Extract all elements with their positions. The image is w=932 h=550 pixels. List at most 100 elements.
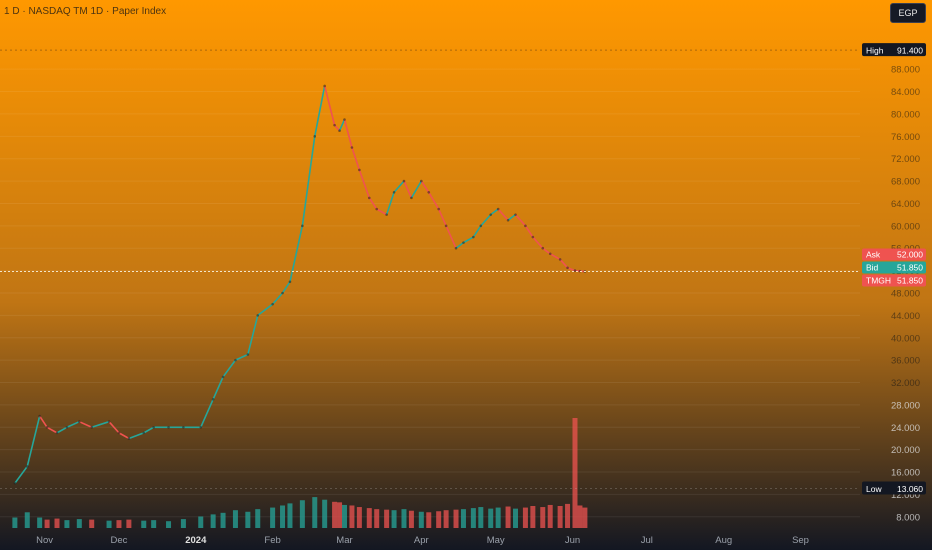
price-segment [463, 236, 474, 244]
high-marker-label: High [866, 46, 884, 56]
volume-bar [513, 508, 519, 528]
price-segment [351, 147, 361, 171]
price-segment [66, 420, 80, 429]
volume-bar [577, 505, 583, 528]
price-point [454, 246, 458, 250]
price-point [271, 302, 274, 306]
volume-bar [341, 504, 347, 528]
low-marker-label: Low [866, 484, 882, 494]
y-tick-label: 64.000 [891, 199, 920, 210]
volume-bar [198, 516, 204, 528]
price-point [167, 425, 170, 429]
y-tick-label: 44.000 [891, 311, 920, 322]
volume-bar [106, 520, 112, 528]
price-point [13, 481, 17, 485]
price-segment [38, 415, 48, 428]
price-point [437, 207, 440, 211]
price-point [78, 420, 81, 423]
volume-bar [126, 519, 132, 528]
x-tick-label: Jul [641, 535, 653, 546]
price-point [541, 246, 545, 250]
price-segment [437, 208, 447, 227]
volume-bar [141, 520, 147, 528]
price-segment [257, 303, 274, 317]
volume-bar [522, 507, 528, 528]
price-point [402, 179, 406, 183]
y-axis: 88.000 84.000 80.000 76.000 72.000 68.000 64.0… [891, 65, 920, 524]
y-tick-label: 8.000 [896, 512, 920, 523]
price-point [566, 266, 569, 270]
price-segment [507, 214, 516, 221]
price-segment [393, 180, 405, 193]
x-tick-label: Apr [414, 535, 429, 546]
price-point [531, 235, 535, 239]
volume-bar [89, 519, 95, 528]
volume-bar [356, 507, 362, 528]
volume-bar [453, 509, 459, 528]
price-segment [323, 85, 336, 126]
volume-bar [116, 520, 122, 528]
currency-button[interactable]: EGP [890, 3, 926, 23]
volume-bar [426, 512, 432, 528]
y-tick-label: 88.000 [891, 65, 920, 76]
price-segment [445, 225, 457, 249]
chart-header: 1 D · NASDAQ TM 1D · Paper Index [4, 6, 167, 17]
price-segment [338, 119, 346, 132]
volume-bar [299, 500, 305, 528]
y-tick-label: 20.000 [891, 445, 920, 456]
price-segment [235, 353, 249, 361]
y-tick-label: 16.000 [891, 468, 920, 479]
price-segment [247, 315, 259, 355]
volume-bar [572, 418, 578, 528]
price-point [127, 437, 131, 440]
volume-bar [408, 510, 414, 528]
price-segment [313, 85, 326, 137]
price-segment [56, 426, 68, 434]
low-marker-value: 13.060 [897, 484, 923, 494]
volume-bar [460, 509, 466, 528]
volume-bar [245, 511, 251, 528]
y-tick-label: 32.000 [891, 378, 920, 389]
price-segment [514, 214, 527, 227]
volume-bar [384, 509, 390, 528]
volume-bar [366, 508, 372, 528]
volume-bar [255, 509, 261, 528]
y-tick-label: 60.000 [891, 221, 920, 232]
price-point [211, 398, 215, 401]
volume-bar [540, 507, 546, 528]
volume-bar [547, 504, 553, 528]
volume-bar [44, 519, 50, 528]
price-segment [542, 247, 551, 255]
price-point [301, 224, 304, 228]
price-segment [200, 398, 214, 428]
price-markers: High 91.400 Low 13.060 Ask 52.000 Bid 51.850 TMG… [0, 43, 926, 495]
price-segment [128, 432, 145, 440]
price-point [496, 207, 500, 211]
volume-bar [280, 505, 286, 528]
price-series [13, 84, 587, 485]
price-segment [281, 281, 291, 294]
price-point [392, 190, 396, 194]
y-tick-label: 12.000 [891, 490, 920, 501]
bid-marker-label: Bid [866, 262, 879, 272]
volume-bar [322, 499, 328, 528]
x-axis: Nov Dec 2024 Feb Mar Apr May Jun Jul Aug Sep [36, 535, 809, 546]
y-tick-label: 24.000 [891, 423, 920, 434]
x-tick-label: Feb [264, 535, 280, 546]
price-point [514, 213, 517, 216]
volume-bar [12, 517, 18, 528]
price-point [573, 269, 577, 272]
price-point [281, 291, 284, 295]
volume-bar [332, 501, 338, 528]
price-point [385, 213, 388, 216]
price-point [462, 241, 465, 244]
volume-bar [582, 507, 588, 528]
volume-bar [349, 505, 355, 528]
price-point [420, 179, 423, 183]
y-tick-label: 76.000 [891, 132, 920, 143]
volume-bar [443, 510, 449, 528]
volume-bars [12, 418, 588, 528]
price-point [234, 358, 237, 362]
